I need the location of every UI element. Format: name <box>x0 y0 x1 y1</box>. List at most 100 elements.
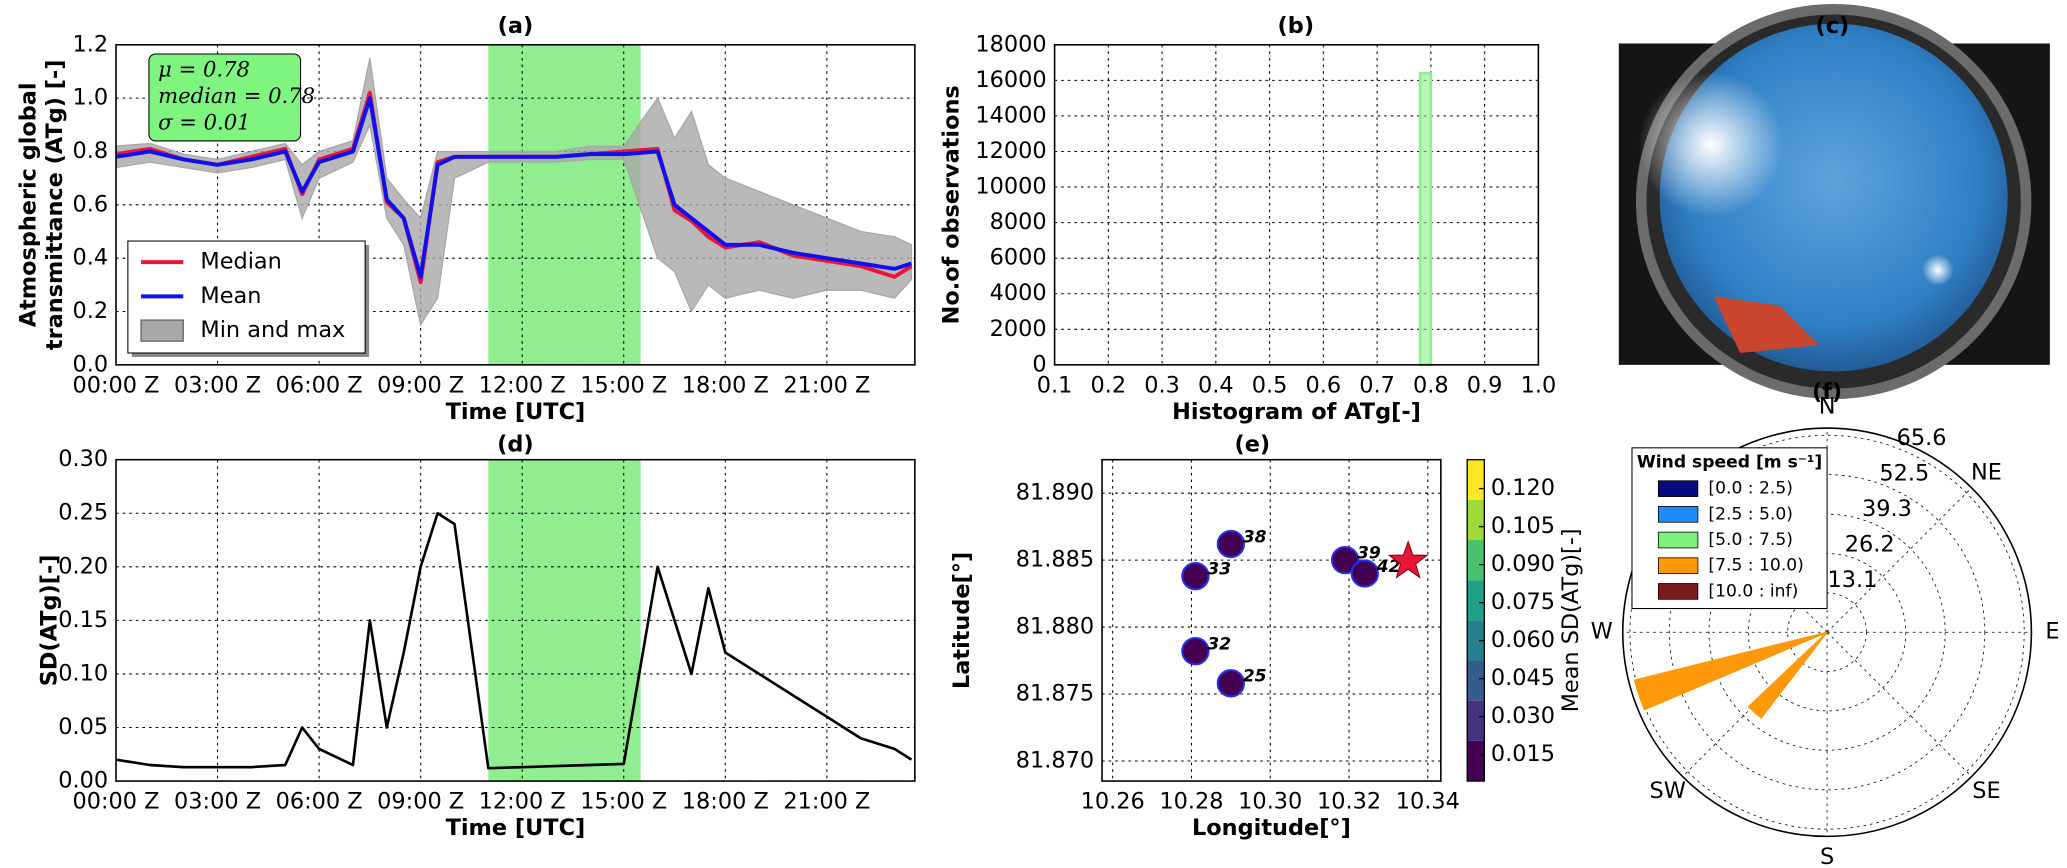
x-tick-label: 0.1 <box>1037 372 1073 398</box>
point-label: 39 <box>1357 544 1381 564</box>
colorbar-segment <box>1467 540 1485 581</box>
legend-label: [0.0 : 2.5) <box>1708 479 1793 499</box>
y-tick-label: 0.6 <box>72 191 108 217</box>
y-tick-label: 2000 <box>990 316 1047 342</box>
point-label: 33 <box>1207 560 1231 580</box>
plot-frame <box>115 458 916 782</box>
y-tick-label: 6000 <box>990 245 1047 271</box>
x-tick-label: 0.2 <box>1091 372 1127 398</box>
x-tick-label: 21:00 Z <box>783 372 870 398</box>
x-axis-label: Longitude[°] <box>1192 815 1351 841</box>
y-axis-label: SD(ATg)[-] <box>37 554 63 686</box>
line <box>115 511 913 770</box>
colorbar-segment <box>1467 580 1485 621</box>
y-tick-label: 81.885 <box>1016 547 1094 573</box>
y-tick-label: 0.2 <box>72 298 108 324</box>
r-tick-label: 65.6 <box>1897 425 1947 451</box>
colorbar-tick-label: 0.090 <box>1491 551 1555 577</box>
x-tick-label: 0.9 <box>1467 372 1503 398</box>
y-tick-label: 0 <box>1032 351 1046 377</box>
plot-frame <box>1101 458 1442 782</box>
x-axis-label: Time [UTC] <box>446 399 586 425</box>
scatter-point <box>1216 529 1246 559</box>
x-axis-label: Histogram of ATg[-] <box>1172 399 1421 425</box>
y-tick-label: 0.25 <box>58 500 108 526</box>
legend-swatch <box>1657 480 1699 497</box>
r-tick-label: 26.2 <box>1845 531 1895 557</box>
y-tick-label: 81.880 <box>1016 614 1094 640</box>
colorbar-segment <box>1467 459 1485 500</box>
point-label: 38 <box>1243 527 1267 547</box>
y-tick-label: 81.870 <box>1016 747 1094 773</box>
stats-text: σ = 0.01 <box>158 109 250 134</box>
legend-title: Wind speed [m s⁻¹] <box>1637 452 1822 472</box>
x-tick-label: 10.26 <box>1081 789 1145 815</box>
scatter-point <box>1330 545 1360 575</box>
plot-frame <box>1053 43 1540 366</box>
stats-text: μ = 0.78 <box>158 57 250 82</box>
x-tick-label: 03:00 Z <box>174 789 261 815</box>
x-tick-label: 0.3 <box>1144 372 1180 398</box>
scatter-point <box>1181 637 1210 666</box>
y-tick-label: 14000 <box>975 102 1046 128</box>
panel-title: (b) <box>1278 13 1315 39</box>
legend-label: Mean <box>200 283 261 309</box>
x-tick-label: 06:00 Z <box>276 789 363 815</box>
colorbar-label: Mean SD(ATg)[-] <box>1558 528 1584 712</box>
x-tick-label: 0.6 <box>1306 372 1342 398</box>
polar-spoke <box>1826 631 1972 777</box>
polar-ring <box>1668 474 1986 791</box>
scatter-point <box>1181 562 1210 591</box>
wind-sector <box>1633 631 1828 711</box>
direction-label: W <box>1591 619 1613 645</box>
y-tick-label: 12000 <box>975 138 1046 164</box>
x-tick-label: 12:00 Z <box>479 789 566 815</box>
colorbar-tick-label: 0.030 <box>1491 703 1555 729</box>
line <box>115 96 913 279</box>
stats-box <box>148 53 302 142</box>
y-tick-label: 0.4 <box>72 245 108 271</box>
polar-spoke <box>1826 487 1972 633</box>
direction-label: E <box>2045 619 2059 645</box>
x-tick-label: 0.8 <box>1413 372 1449 398</box>
direction-label: N <box>1819 394 1836 420</box>
legend-swatch <box>1657 557 1699 575</box>
y-tick-label: 0.05 <box>58 714 108 740</box>
point-label: 32 <box>1207 635 1231 655</box>
direction-label: NE <box>1971 459 2002 485</box>
plot-frame <box>115 43 916 366</box>
x-tick-label: 10.32 <box>1317 789 1381 815</box>
range-band <box>115 57 913 327</box>
point-label: 42 <box>1376 557 1401 577</box>
x-tick-label: 10.34 <box>1396 789 1460 815</box>
y-tick-label: 10000 <box>975 174 1046 200</box>
x-tick-label: 0.7 <box>1359 372 1395 398</box>
panel-title: (e) <box>1234 432 1270 458</box>
direction-label: SE <box>1972 778 2000 804</box>
scatter-point <box>1216 669 1246 698</box>
direction-label: SW <box>1649 778 1685 804</box>
y-tick-label: 4000 <box>990 280 1047 306</box>
x-tick-label: 00:00 Z <box>72 372 159 398</box>
polar-ring <box>1629 434 2025 830</box>
panel-title: (c) <box>1815 13 1849 39</box>
colorbar-tick-label: 0.015 <box>1491 741 1555 767</box>
y-axis-label: Atmospheric global <box>15 82 41 327</box>
x-tick-label: 0.4 <box>1198 372 1234 398</box>
y-tick-label: 81.890 <box>1016 480 1094 506</box>
y-tick-label: 1.0 <box>72 85 108 111</box>
y-tick-label: 16000 <box>975 67 1046 93</box>
sky-image <box>1618 3 2050 400</box>
panel-title: (d) <box>497 432 534 458</box>
x-tick-label: 18:00 Z <box>682 789 769 815</box>
y-tick-label: 18000 <box>975 31 1046 57</box>
x-tick-label: 10.28 <box>1159 789 1223 815</box>
x-tick-label: 00:00 Z <box>72 789 159 815</box>
y-tick-label: 0.8 <box>72 138 108 164</box>
scatter-point <box>1350 559 1379 588</box>
x-tick-label: 15:00 Z <box>580 372 667 398</box>
x-tick-label: 06:00 Z <box>276 372 363 398</box>
legend-label: [7.5 : 10.0) <box>1708 556 1803 576</box>
x-axis-label: Time [UTC] <box>446 815 586 841</box>
panel-title: (f) <box>1812 379 1842 405</box>
